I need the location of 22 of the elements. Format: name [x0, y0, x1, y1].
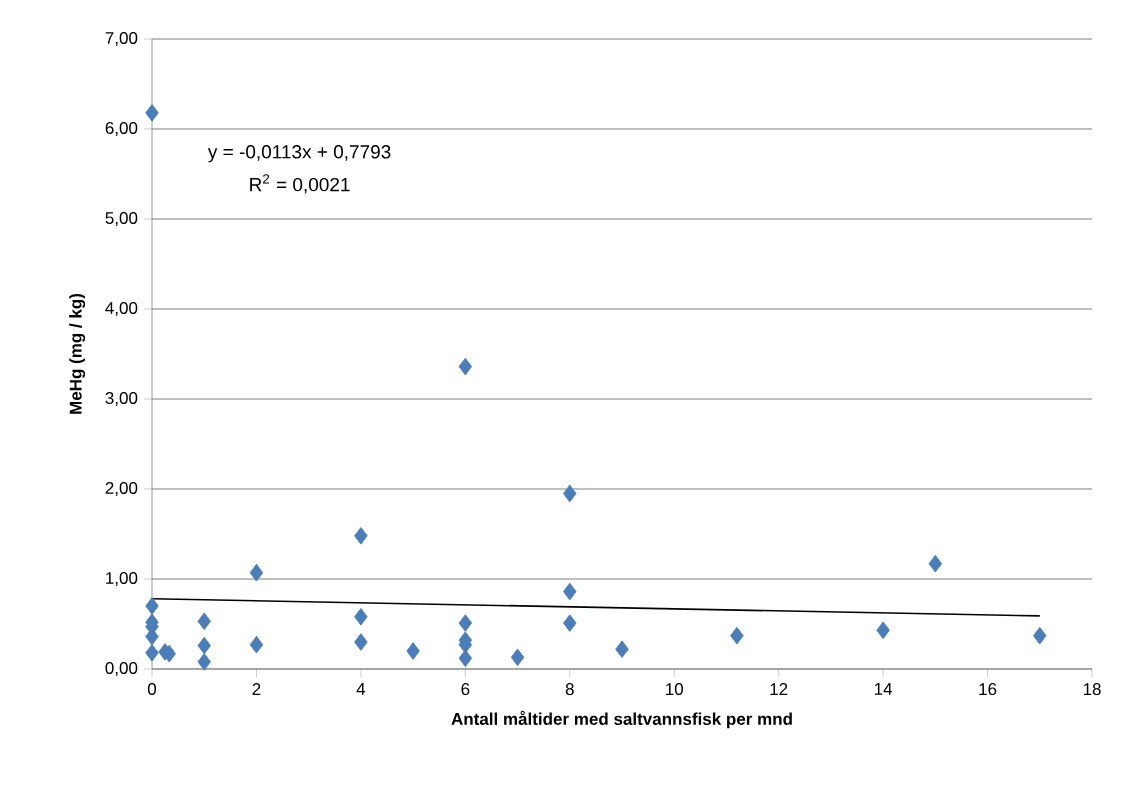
- x-tick-label: 8: [565, 683, 574, 696]
- x-axis-title: Antall måltider med saltvannsfisk per mnd: [451, 710, 792, 729]
- x-tick-label: 4: [356, 683, 366, 695]
- y-axis-title: MeHg (mg / kg): [69, 293, 86, 414]
- y-tick-label: 6,00: [105, 121, 138, 137]
- y-tick-label: 5,00: [105, 211, 138, 227]
- y-tick-label: 4,00: [105, 301, 138, 317]
- y-tick-label: 2,00: [105, 481, 138, 497]
- x-tick-label: 14: [874, 683, 893, 695]
- y-tick-label: 1,00: [106, 571, 138, 587]
- x-tick-label: 18: [1083, 683, 1101, 696]
- x-tick-label: 6: [461, 683, 470, 696]
- annotation: R$^{2}$ = 0,0021: [250, 174, 350, 194]
- y-tick-label: 0,00: [105, 661, 138, 677]
- x-tick-label: 12: [770, 683, 788, 695]
- x-tick-label: 0: [147, 683, 157, 696]
- annotation: y = -0,0113x + 0,7793: [207, 145, 391, 163]
- x-tick-label: 2: [252, 683, 261, 695]
- y-tick-label: 3,00: [105, 391, 138, 407]
- x-tick-label: 16: [979, 683, 997, 696]
- y-tick-label: 7,00: [105, 31, 138, 47]
- x-tick-label: 10: [666, 683, 684, 696]
